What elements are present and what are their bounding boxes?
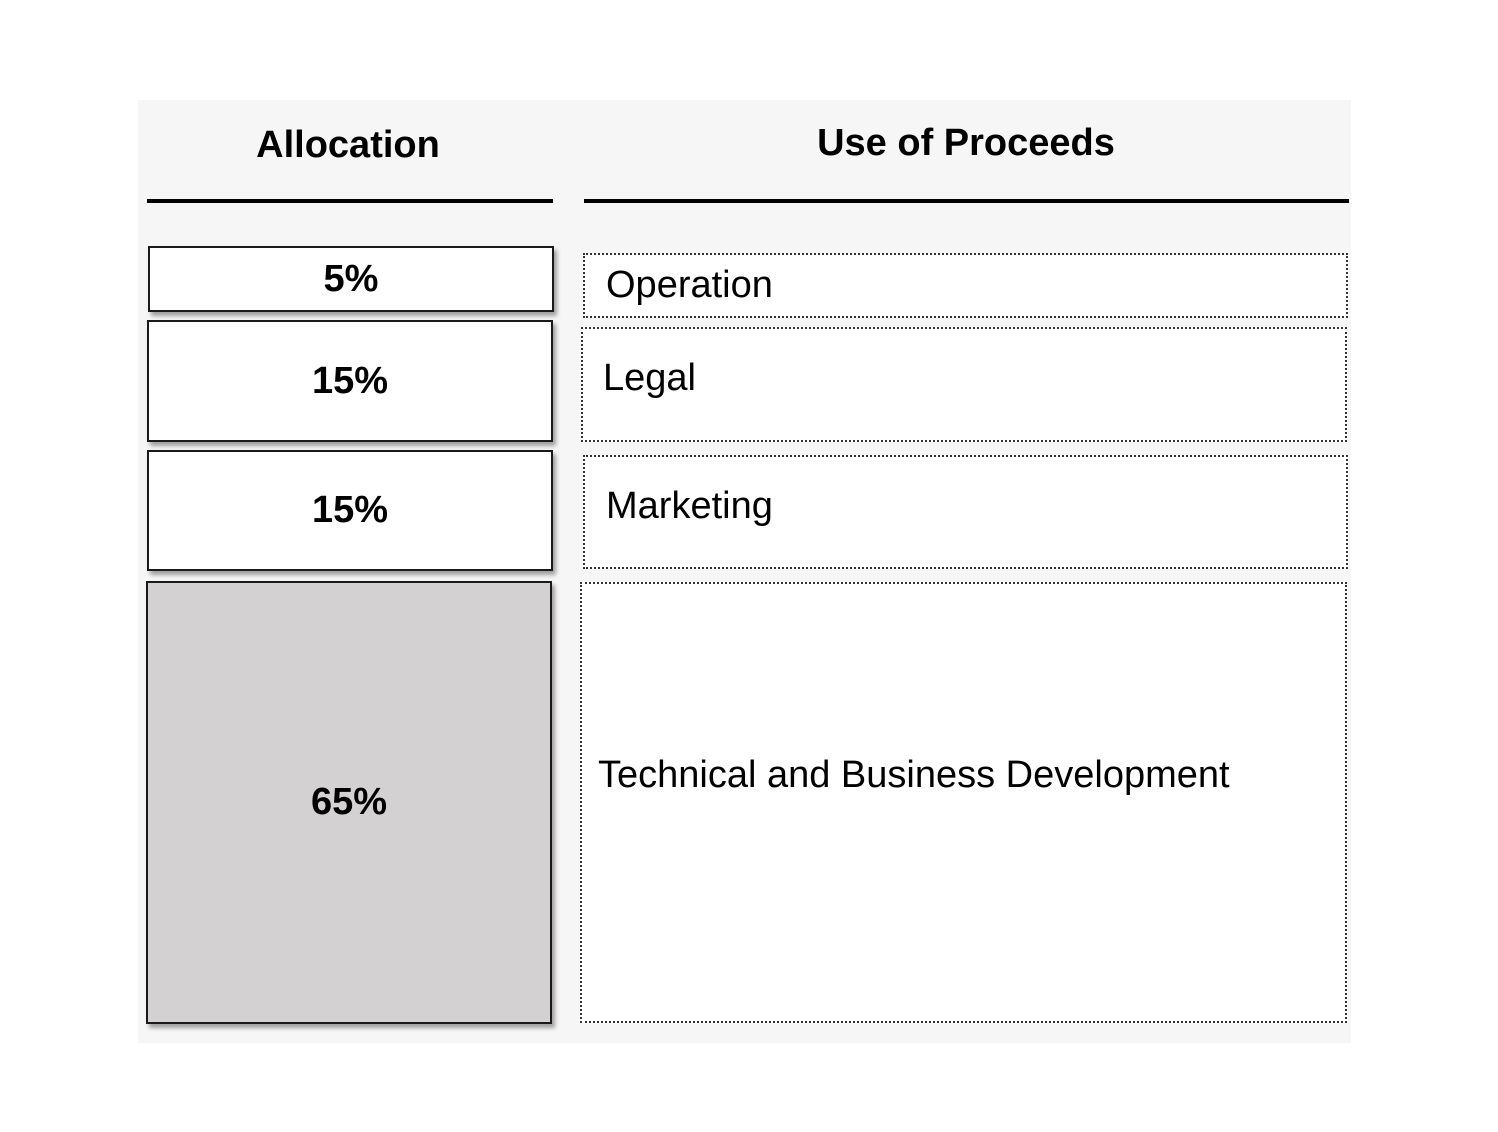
use-box-technical-business: Technical and Business Development [580,582,1347,1023]
use-label: Operation [606,264,773,306]
use-label: Legal [603,357,696,399]
allocation-box-operation: 5% [148,246,554,312]
allocation-box-technical-business: 65% [146,581,552,1024]
use-label: Marketing [606,485,773,527]
use-of-proceeds-header-rule [584,199,1349,203]
use-box-operation: Operation [583,253,1348,318]
allocation-value: 5% [323,257,379,300]
allocation-value: 65% [310,781,388,823]
allocation-header: Allocation [256,124,440,166]
allocation-value: 15% [311,359,389,402]
use-label: Technical and Business Development [598,754,1230,796]
use-box-marketing: Marketing [583,455,1348,569]
allocation-box-marketing: 15% [147,450,553,571]
allocation-value: 15% [311,489,389,531]
allocation-box-legal: 15% [147,320,553,442]
use-box-legal: Legal [581,327,1347,442]
use-of-proceeds-header: Use of Proceeds [817,122,1115,164]
allocation-header-rule [147,199,553,203]
